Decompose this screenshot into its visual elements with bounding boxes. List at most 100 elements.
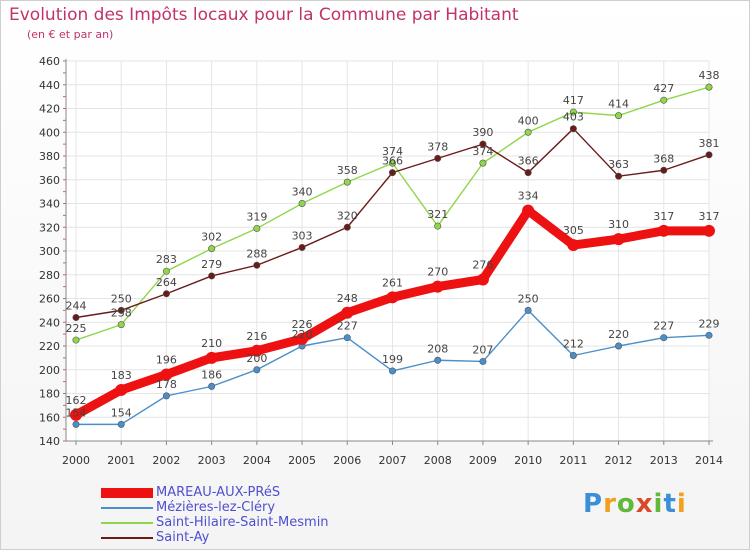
- data-point-0: [160, 368, 173, 381]
- data-label-0: 334: [518, 190, 539, 203]
- data-label-1: 186: [201, 368, 222, 381]
- data-point-1: [705, 331, 713, 339]
- data-point-3: [388, 169, 396, 177]
- data-label-0: 317: [699, 210, 720, 223]
- legend-label: Mézières-lez-Cléry: [156, 500, 276, 515]
- data-point-1: [208, 382, 216, 390]
- y-tick-label: 180: [39, 388, 60, 401]
- data-label-0: 305: [563, 224, 584, 237]
- y-tick-label: 260: [39, 293, 60, 306]
- data-point-3: [660, 166, 668, 174]
- data-label-1: 250: [518, 292, 539, 305]
- y-tick-label: 240: [39, 316, 60, 329]
- data-point-1: [343, 334, 351, 342]
- legend-label: MAREAU-AUX-PRéS: [156, 485, 281, 500]
- data-label-1: 220: [292, 328, 313, 341]
- y-tick-label: 160: [39, 411, 60, 424]
- x-tick-label: 2010: [514, 454, 542, 467]
- data-label-3: 264: [156, 276, 177, 289]
- data-point-0: [703, 224, 715, 237]
- data-point-0: [341, 306, 354, 319]
- data-point-0: [115, 383, 128, 396]
- x-tick-label: 2004: [243, 454, 271, 467]
- logo-letter: P: [583, 489, 604, 519]
- data-point-3: [117, 306, 125, 314]
- data-label-2: 238: [111, 307, 132, 320]
- data-label-0: 162: [66, 394, 87, 407]
- data-label-0: 216: [246, 330, 267, 343]
- data-point-3: [615, 172, 623, 180]
- data-point-3: [72, 313, 80, 321]
- data-point-0: [70, 408, 82, 421]
- y-tick-label: 220: [39, 340, 60, 353]
- data-point-3: [705, 151, 713, 159]
- data-label-1: 207: [472, 343, 493, 356]
- data-label-3: 279: [201, 258, 222, 271]
- data-label-3: 366: [382, 155, 403, 168]
- data-point-1: [253, 366, 261, 374]
- data-point-3: [479, 140, 487, 148]
- data-label-2: 374: [472, 145, 493, 158]
- x-tick-label: 2007: [379, 454, 407, 467]
- data-point-0: [657, 224, 670, 237]
- data-label-1: 227: [653, 320, 674, 333]
- legend-swatch: [101, 507, 153, 509]
- data-label-2: 358: [337, 164, 358, 177]
- data-point-2: [705, 83, 713, 91]
- legend-swatch: [101, 537, 153, 539]
- data-label-0: 276: [472, 259, 493, 272]
- data-point-0: [205, 351, 218, 364]
- data-point-0: [431, 280, 444, 293]
- data-point-3: [253, 261, 261, 269]
- legend-swatch: [101, 522, 153, 524]
- data-label-3: 303: [292, 229, 313, 242]
- logo-letter: o: [616, 489, 636, 519]
- data-point-1: [569, 351, 577, 359]
- data-point-2: [162, 267, 170, 275]
- data-label-3: 403: [563, 111, 584, 124]
- data-label-0: 226: [292, 318, 313, 331]
- data-point-2: [117, 321, 125, 329]
- data-point-1: [660, 334, 668, 342]
- logo-letter: r: [603, 489, 617, 519]
- data-label-3: 368: [653, 152, 674, 165]
- data-label-1: 178: [156, 378, 177, 391]
- chart-subtitle: (en € et par an): [27, 28, 114, 41]
- data-point-2: [434, 222, 442, 230]
- x-tick-label: 2014: [695, 454, 723, 467]
- data-label-2: 225: [66, 322, 87, 335]
- data-point-3: [208, 272, 216, 280]
- x-tick-label: 2001: [107, 454, 135, 467]
- data-label-2: 400: [518, 114, 539, 127]
- proxiti-logo: Proxiti: [583, 489, 687, 519]
- data-point-2: [660, 96, 668, 104]
- data-point-2: [253, 224, 261, 232]
- y-tick-label: 400: [39, 126, 60, 139]
- data-point-1: [162, 392, 170, 400]
- data-point-3: [298, 243, 306, 251]
- data-point-3: [343, 223, 351, 231]
- x-tick-label: 2012: [605, 454, 633, 467]
- data-point-3: [434, 154, 442, 162]
- data-point-1: [615, 342, 623, 350]
- data-label-1: 200: [246, 352, 267, 365]
- x-tick-label: 2002: [152, 454, 180, 467]
- data-point-2: [72, 336, 80, 344]
- data-point-2: [615, 112, 623, 120]
- data-label-1: 212: [563, 338, 584, 351]
- data-label-3: 250: [111, 292, 132, 305]
- data-label-2: 438: [699, 69, 720, 82]
- x-tick-label: 2003: [198, 454, 226, 467]
- y-tick-label: 420: [39, 103, 60, 116]
- data-point-3: [162, 290, 170, 298]
- data-label-0: 261: [382, 276, 403, 289]
- y-tick-label: 300: [39, 245, 60, 258]
- x-tick-label: 2008: [424, 454, 452, 467]
- logo-letter: i: [676, 489, 687, 519]
- y-tick-label: 360: [39, 174, 60, 187]
- y-tick-label: 140: [39, 435, 60, 448]
- data-label-1: 154: [111, 406, 132, 419]
- logo-letter: x: [635, 489, 654, 519]
- data-point-0: [612, 233, 625, 246]
- data-point-0: [296, 332, 309, 345]
